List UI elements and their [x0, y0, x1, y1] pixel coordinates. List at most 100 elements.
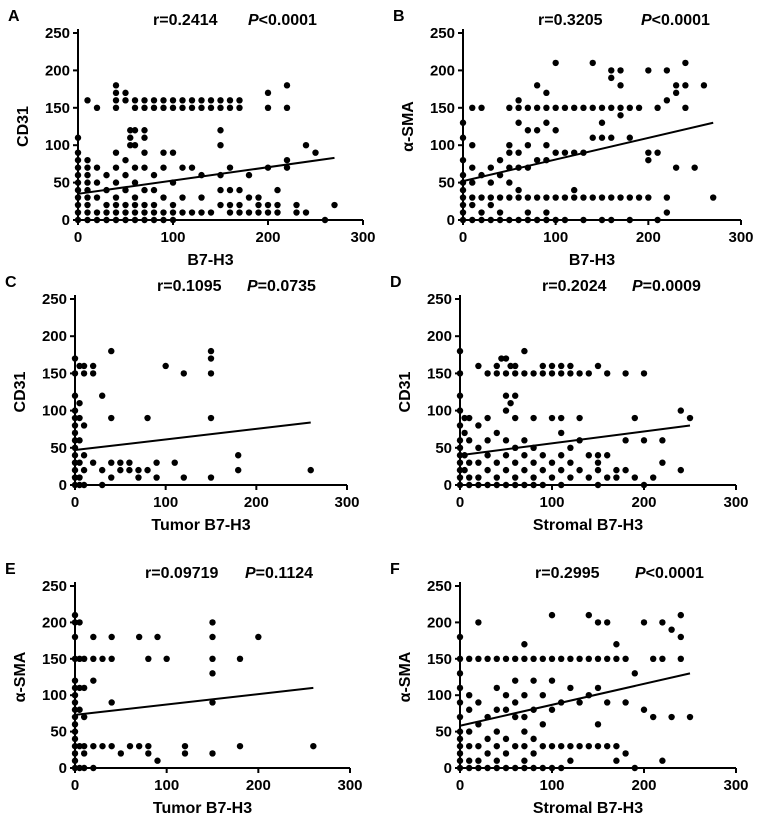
data-point [493, 764, 500, 772]
data-point [654, 149, 661, 156]
data-point [76, 362, 83, 370]
data-point [236, 97, 243, 104]
data-point [539, 764, 546, 772]
data-point [466, 481, 473, 489]
p-value-italic-p: P [247, 278, 258, 295]
data-point [74, 216, 82, 224]
p-value-text: P<0.0001 [635, 565, 704, 582]
data-point [521, 452, 528, 459]
data-point [71, 764, 79, 772]
data-point [567, 655, 574, 662]
y-axis-label: CD31 [12, 371, 29, 412]
data-point [331, 201, 338, 209]
data-point [543, 194, 550, 201]
data-point [548, 370, 556, 377]
data-point [533, 127, 541, 134]
data-point [76, 684, 83, 692]
data-point [71, 611, 79, 619]
data-point [506, 149, 513, 156]
x-tick-label: 100 [154, 777, 179, 794]
data-point [585, 452, 592, 459]
x-tick-label: 100 [539, 777, 564, 794]
data-point [604, 370, 611, 377]
data-point [293, 201, 300, 209]
data-point [456, 466, 464, 474]
data-point [207, 355, 215, 362]
y-tick-label: 200 [427, 614, 452, 631]
data-point [89, 362, 97, 370]
y-tick-label: 50 [435, 724, 452, 741]
data-point [502, 452, 510, 459]
data-point [131, 127, 139, 134]
data-point [530, 481, 537, 489]
y-tick-label: 0 [59, 477, 67, 494]
data-point [90, 742, 97, 750]
data-point [71, 721, 79, 728]
data-point [515, 97, 522, 104]
data-point [71, 750, 79, 757]
regression-line [74, 686, 314, 716]
data-point [598, 104, 606, 112]
data-point [141, 216, 148, 224]
x-tick-label: 300 [723, 494, 748, 511]
data-point [502, 764, 510, 772]
data-point [122, 97, 129, 104]
y-tick-label: 100 [427, 403, 452, 420]
y-tick-label: 100 [42, 687, 67, 704]
data-point [245, 171, 253, 179]
data-point [659, 459, 666, 466]
data-point [76, 399, 83, 407]
data-point [512, 474, 519, 481]
data-point [506, 104, 513, 112]
data-point [650, 474, 657, 481]
data-point [543, 209, 550, 216]
data-point [84, 194, 91, 201]
data-point [131, 179, 139, 186]
data-point [93, 209, 101, 216]
data-point [135, 466, 142, 474]
data-point [604, 742, 611, 750]
data-point [108, 347, 115, 355]
data-point [539, 742, 546, 750]
data-point [487, 216, 494, 224]
data-point [217, 97, 224, 104]
data-point [622, 655, 629, 662]
y-axis-label: α-SMA [397, 651, 414, 702]
y-tick-label: 150 [427, 365, 452, 382]
data-point [533, 82, 541, 89]
data-point [502, 750, 510, 757]
data-point [90, 677, 97, 684]
data-point [580, 194, 587, 201]
data-point [594, 452, 602, 459]
data-point [74, 209, 82, 216]
data-point [594, 655, 602, 662]
data-point [236, 186, 243, 194]
data-point [613, 466, 620, 474]
data-point [209, 619, 216, 626]
data-point [456, 742, 464, 750]
data-point [506, 142, 513, 149]
data-point [594, 466, 602, 474]
data-point [71, 692, 79, 699]
data-point [576, 414, 583, 422]
data-point [561, 104, 569, 112]
data-point [112, 97, 120, 104]
data-point [552, 59, 559, 67]
data-point [209, 633, 216, 641]
data-point [521, 481, 528, 489]
x-tick-label: 200 [244, 494, 269, 511]
correlation-r-text: r=0.3205 [538, 12, 603, 29]
data-point [533, 104, 541, 112]
data-point [226, 97, 234, 104]
data-point [131, 216, 139, 224]
data-point [543, 104, 550, 112]
y-tick-label: 250 [427, 291, 452, 308]
data-point [207, 474, 215, 481]
data-point [293, 209, 300, 216]
data-point [484, 481, 491, 489]
data-point [198, 194, 205, 201]
data-point [608, 216, 615, 224]
data-point [475, 764, 482, 772]
data-point [663, 194, 671, 201]
data-point [475, 474, 482, 481]
